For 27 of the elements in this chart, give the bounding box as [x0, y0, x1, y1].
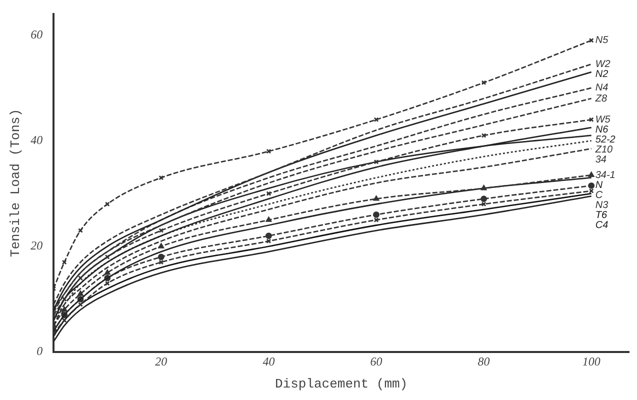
y-tick-label: 0 — [36, 344, 43, 358]
x-axis-title: Displacement (mm) — [274, 376, 408, 392]
series-label: C — [595, 190, 604, 201]
series-label: 52-2 — [595, 134, 616, 146]
x-tick-label: 20 — [155, 354, 168, 368]
y-axis-title: Tensile Load (Tons) — [8, 108, 24, 258]
y-tick-label: 20 — [30, 238, 43, 253]
series-label: 34-1 — [595, 170, 616, 181]
series-label: T6 — [595, 210, 608, 221]
x-tick-label: 80 — [478, 354, 490, 368]
series-label: N6 — [595, 124, 609, 136]
series-label: Z8 — [594, 93, 608, 104]
series-label: W5 — [595, 114, 611, 126]
series-label: 34 — [595, 154, 607, 166]
series-label: N2 — [595, 68, 609, 80]
text: C4 — [595, 220, 609, 231]
y-tick-label: 40 — [30, 132, 43, 147]
series-label: N4 — [595, 82, 609, 94]
series-label: Z10 — [594, 144, 614, 156]
x-tick-label: 100 — [582, 354, 600, 368]
series-label: W2 — [595, 58, 611, 70]
series-label: N3 — [595, 200, 609, 211]
y-tick-label: 60 — [30, 27, 43, 42]
x-tick-label: 40 — [262, 354, 275, 368]
series-label: N — [595, 180, 604, 191]
series-label: N5 — [595, 35, 609, 46]
x-tick-label: 60 — [370, 354, 382, 368]
